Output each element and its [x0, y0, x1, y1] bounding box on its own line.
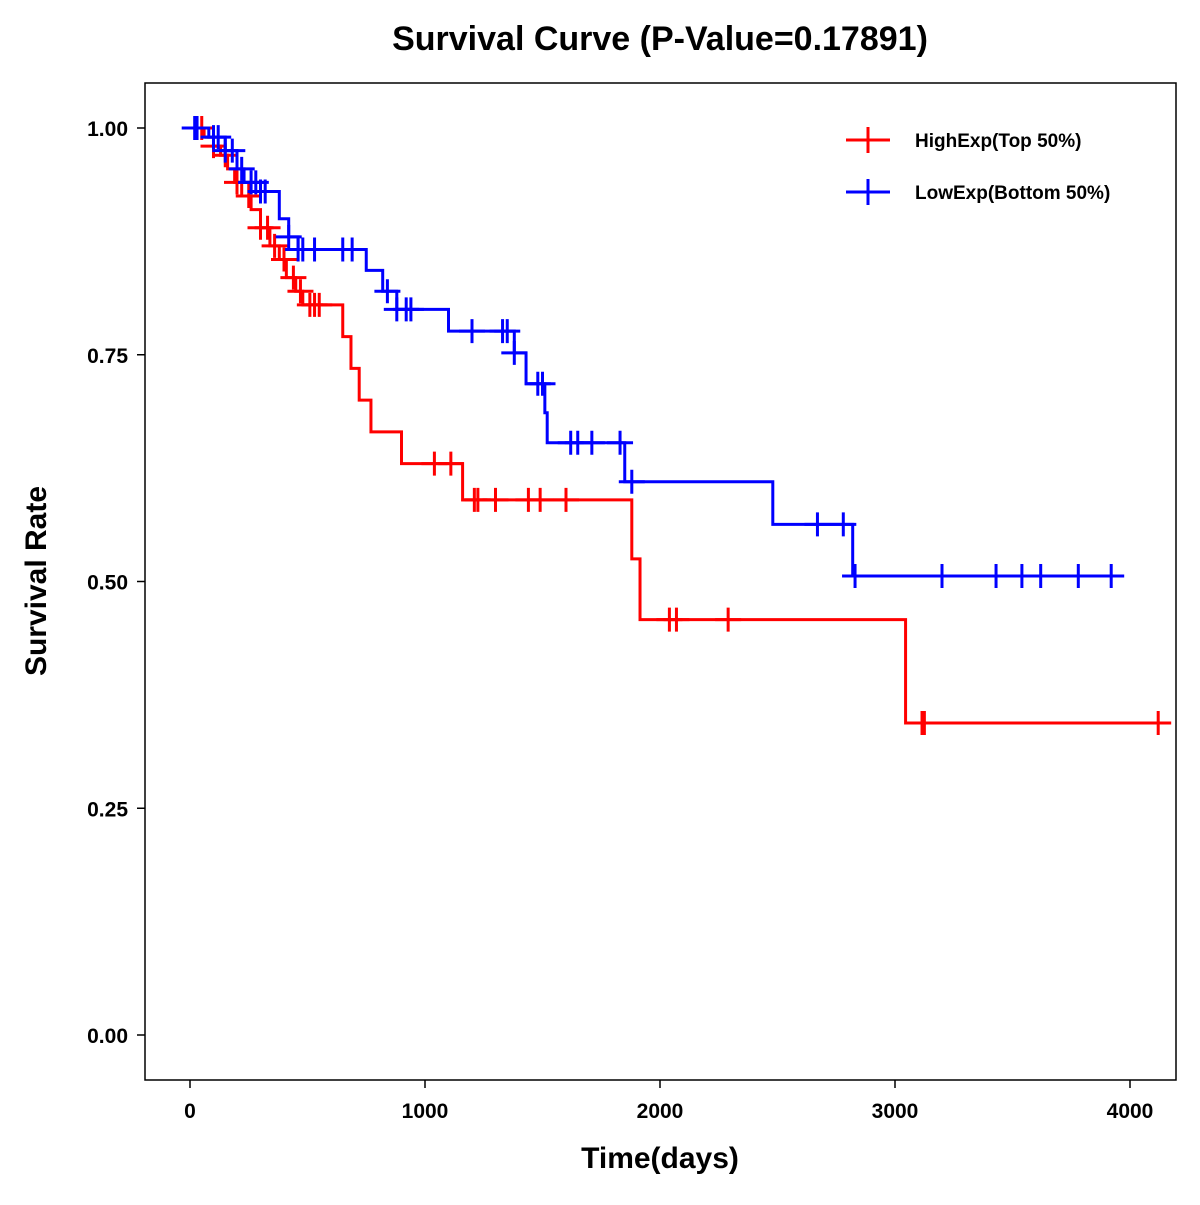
- censor-mark: [1065, 564, 1092, 589]
- censor-mark: [618, 469, 645, 494]
- censor-mark: [219, 138, 246, 163]
- censor-mark: [275, 224, 302, 249]
- legend: HighExp(Top 50%) LowExp(Bottom 50%): [846, 127, 1110, 205]
- censor-mark: [397, 297, 424, 322]
- y-axis: 0.00 0.25 0.50 0.75 1.00: [87, 118, 145, 1048]
- censor-mark: [1027, 564, 1054, 589]
- censor-mark: [494, 319, 521, 344]
- x-axis: 0 1000 2000 3000 4000: [184, 1080, 1153, 1123]
- x-tick-label: 3000: [872, 1100, 919, 1123]
- censor-mark: [929, 564, 955, 589]
- x-tick-label: 4000: [1107, 1100, 1154, 1123]
- censor-mark: [830, 512, 857, 537]
- x-tick-label: 2000: [637, 1100, 684, 1123]
- censor-mark: [553, 487, 579, 512]
- censor-mark: [983, 564, 1010, 589]
- censor-mark: [527, 487, 554, 512]
- censor-mark: [205, 125, 232, 150]
- censor-mark: [459, 319, 485, 344]
- x-axis-label: Time(days): [581, 1142, 739, 1175]
- censor-mark: [715, 607, 742, 632]
- y-axis-label: Survival Rate: [20, 486, 53, 676]
- censor-mark: [306, 292, 333, 317]
- censor-mark: [254, 215, 281, 240]
- y-tick-label: 0.50: [87, 572, 128, 595]
- y-tick-label: 1.00: [87, 118, 128, 141]
- legend-marker: [846, 179, 890, 205]
- censor-mark: [184, 116, 211, 140]
- chart-title: Survival Curve (P-Value=0.17891): [392, 20, 928, 58]
- legend-label: LowExp(Bottom 50%): [915, 183, 1110, 204]
- censor-mark: [228, 156, 255, 181]
- censor-mark: [578, 430, 605, 455]
- censor-mark: [607, 430, 634, 455]
- censor-mark: [482, 487, 509, 512]
- censor-mark: [280, 265, 307, 290]
- legend-marker: [846, 127, 890, 153]
- censor-mark: [261, 233, 288, 258]
- series-group: [181, 116, 1172, 735]
- censor-mark: [842, 564, 869, 589]
- censor-mark: [339, 237, 366, 262]
- y-tick-label: 0.75: [87, 345, 128, 368]
- censor-mark: [374, 279, 401, 304]
- censor-mark: [437, 451, 464, 476]
- censor-mark: [287, 279, 314, 304]
- y-tick-label: 0.25: [87, 798, 128, 821]
- censor-mark: [529, 371, 556, 396]
- censor-mark: [663, 607, 690, 632]
- censor-mark: [501, 340, 528, 365]
- legend-label: HighExp(Top 50%): [915, 131, 1081, 152]
- censor-mark: [301, 237, 328, 262]
- censor-mark: [1145, 710, 1172, 735]
- x-tick-label: 1000: [402, 1100, 449, 1123]
- censor-mark: [1098, 564, 1125, 589]
- y-tick-label: 0.00: [87, 1025, 128, 1048]
- survival-curve-0: [190, 126, 1161, 725]
- censor-mark: [252, 179, 279, 204]
- censor-mark: [271, 247, 297, 272]
- censor-mark: [804, 512, 831, 537]
- x-tick-label: 0: [184, 1100, 196, 1123]
- censor-mark: [911, 710, 938, 735]
- censor-mark: [235, 184, 262, 209]
